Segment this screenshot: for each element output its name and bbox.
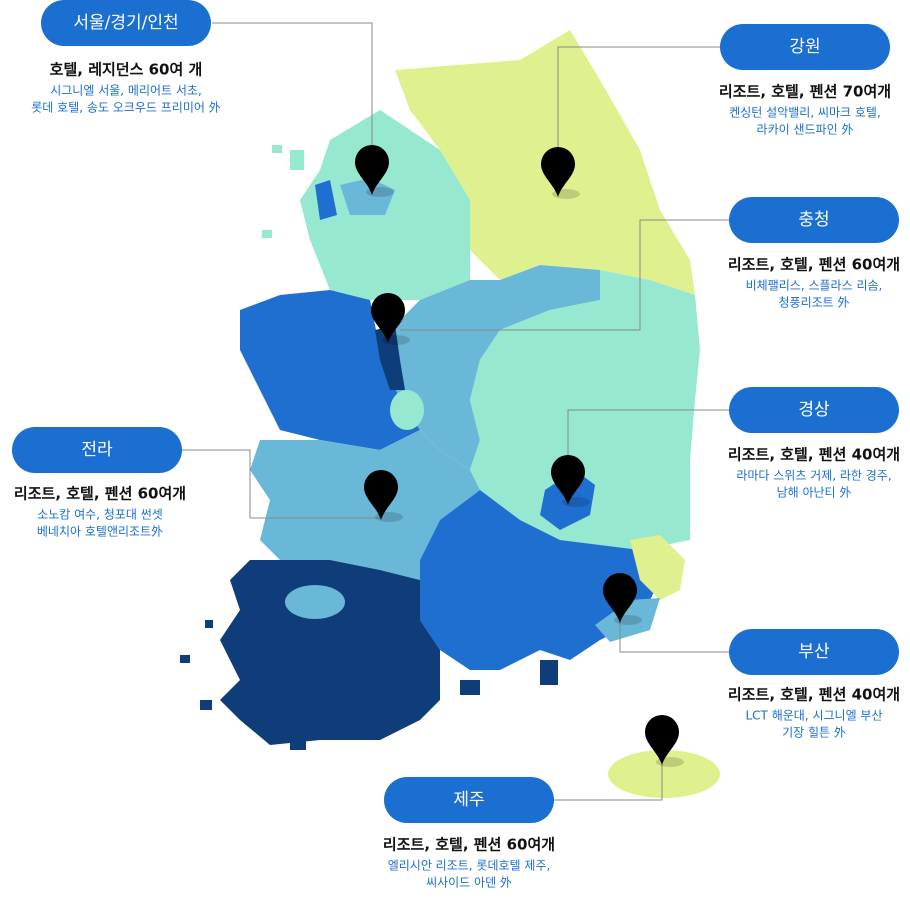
connector-line xyxy=(567,409,730,460)
map-pin xyxy=(355,145,389,195)
region-summary: 호텔, 레지던스 60여 개 xyxy=(50,61,203,79)
region-detail: 롯데 호텔, 송도 오크우드 프리미어 外 xyxy=(31,101,220,115)
region-summary: 리조트, 호텔, 펜션 60여개 xyxy=(14,485,186,503)
region-jeonbuk xyxy=(250,430,480,580)
region-name: 전라 xyxy=(81,440,113,460)
region-detail: 켄싱턴 설악밸리, 씨마크 호텔, xyxy=(729,106,881,120)
region-name: 부산 xyxy=(798,642,830,662)
region-detail: 비체팰리스, 스플라스 리솜, xyxy=(746,279,883,293)
region-detail: 소노캄 여수, 청포대 썬셋 xyxy=(37,508,163,522)
region-name: 제주 xyxy=(453,790,484,810)
region-summary: 리조트, 호텔, 펜션 70여개 xyxy=(719,83,891,101)
connector-line xyxy=(212,22,373,150)
region-detail: 베네치아 호텔앤리조트外 xyxy=(37,525,163,539)
region-detail: 청풍리조트 外 xyxy=(778,296,849,310)
map-pin xyxy=(371,293,405,343)
connector-line xyxy=(557,46,720,155)
region-detail: 라카이 샌드파인 外 xyxy=(757,123,854,137)
region-summary: 리조트, 호텔, 펜션 60여개 xyxy=(728,256,900,274)
region-busan xyxy=(595,598,660,642)
region-name: 서울/경기/인천 xyxy=(73,13,178,33)
region-pill xyxy=(12,427,182,473)
region-name: 충청 xyxy=(798,210,829,230)
region-name: 강원 xyxy=(789,37,820,57)
map-pin xyxy=(364,470,398,520)
region-summary: 리조트, 호텔, 펜션 60여개 xyxy=(383,836,555,854)
region-chungbuk xyxy=(380,265,600,470)
region-summary: 리조트, 호텔, 펜션 40여개 xyxy=(728,446,900,464)
region-jeonnam xyxy=(220,560,440,745)
korea-map xyxy=(180,30,720,798)
region-pill xyxy=(729,387,899,433)
region-detail: 남해 아난티 外 xyxy=(777,486,852,500)
region-gwangju xyxy=(285,585,345,619)
region-pill xyxy=(720,24,890,70)
region-jeju xyxy=(608,750,720,798)
connector-line xyxy=(619,615,730,653)
connector-line xyxy=(553,760,663,801)
region-incheon xyxy=(315,180,337,220)
islands-west xyxy=(262,145,304,238)
map-pin xyxy=(603,573,637,623)
region-pill xyxy=(384,777,554,823)
region-detail: LCT 해운대, 시그니엘 부산 xyxy=(745,709,882,723)
connector-line xyxy=(400,219,730,331)
region-pill xyxy=(729,197,899,243)
region-pill xyxy=(41,0,211,46)
region-detail: 씨사이드 아덴 外 xyxy=(426,876,512,890)
region-ulsan xyxy=(630,535,685,600)
connector-line xyxy=(182,449,381,519)
region-detail: 기장 힐튼 外 xyxy=(782,726,846,740)
region-sejong xyxy=(375,325,405,390)
map-pin xyxy=(645,715,679,765)
region-detail: 엘리시안 리조트, 롯데호텔 제주, xyxy=(388,859,551,873)
map-pin xyxy=(541,146,575,197)
region-seoul xyxy=(340,178,395,215)
region-pill xyxy=(729,629,899,675)
map-pin xyxy=(551,455,585,505)
region-detail: 라마다 스위츠 거제, 라한 경주, xyxy=(736,469,891,483)
region-name: 경상 xyxy=(798,400,830,420)
region-detail: 시그니엘 서울, 메리어트 서초, xyxy=(50,84,202,98)
region-daejeon xyxy=(390,390,424,430)
region-summary: 리조트, 호텔, 펜션 40여개 xyxy=(728,686,900,704)
islands xyxy=(180,620,558,750)
